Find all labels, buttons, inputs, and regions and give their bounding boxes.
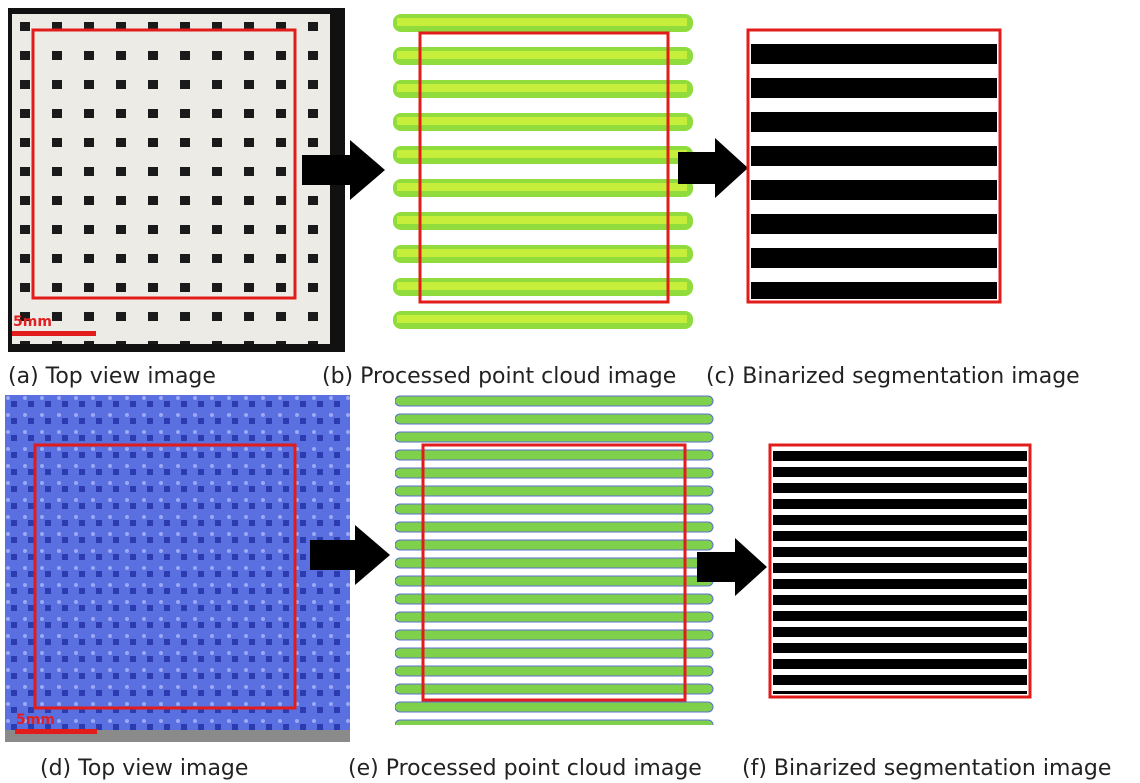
scale-bar [15, 729, 97, 734]
scale-bar-label: 5mm [13, 314, 52, 330]
caption: (c) Binarized segmentation image [706, 364, 1080, 389]
scale-bar [12, 331, 96, 336]
binary-f-stripes [773, 448, 1027, 694]
caption: (d) Top view image [40, 756, 248, 781]
photo-d [5, 395, 350, 740]
point-cloud-b [393, 12, 700, 337]
figure: 5mm (a) Top view image (b) Processed poi… [0, 0, 1140, 783]
scale-bar-label: 5mm [16, 712, 55, 728]
binary-c-stripes [751, 33, 997, 299]
caption: (f) Binarized segmentation image [742, 756, 1111, 781]
caption: (a) Top view image [8, 364, 216, 389]
caption: (b) Processed point cloud image [322, 364, 676, 389]
page: 5mm (a) Top view image (b) Processed poi… [0, 0, 1140, 783]
photo-a-grid [12, 14, 330, 344]
caption: (e) Processed point cloud image [348, 756, 702, 781]
